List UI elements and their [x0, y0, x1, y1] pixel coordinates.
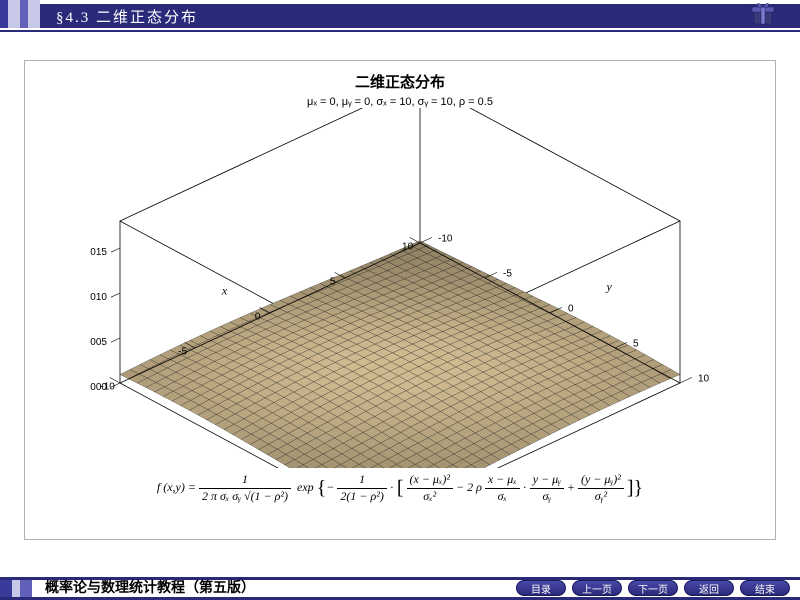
- svg-text:-5: -5: [503, 268, 512, 279]
- svg-text:0.010: 0.010: [90, 292, 107, 303]
- surface-plot: 0.0000.0050.0100.015z-10-50510x-10-50510…: [25, 108, 775, 468]
- svg-text:0: 0: [255, 311, 261, 322]
- svg-text:10: 10: [698, 373, 710, 384]
- end-button[interactable]: 结束: [740, 580, 790, 596]
- footer-bar: 概率论与数理统计教程（第五版） 目录 上一页 下一页 返回 结束: [0, 566, 800, 600]
- density-formula: f (x,y) = 12 π σₓ σᵧ √(1 − ρ²) exp {− 12…: [25, 468, 775, 508]
- toc-button[interactable]: 目录: [516, 580, 566, 596]
- header-decoration: [0, 0, 45, 28]
- svg-text:-10: -10: [100, 381, 115, 392]
- chart-subtitle: μₓ = 0, μᵧ = 0, σₓ = 10, σᵧ = 10, ρ = 0.…: [25, 96, 775, 108]
- svg-text:x: x: [221, 284, 228, 298]
- back-button[interactable]: 返回: [684, 580, 734, 596]
- footer-decoration: [0, 580, 32, 597]
- svg-text:-5: -5: [178, 346, 187, 357]
- svg-text:5: 5: [330, 276, 336, 287]
- svg-text:0: 0: [568, 303, 574, 314]
- svg-text:10: 10: [402, 241, 414, 252]
- header-bar: §4.3 二维正态分布: [0, 0, 800, 34]
- book-title: 概率论与数理统计教程（第五版）: [45, 577, 255, 597]
- svg-text:-10: -10: [438, 233, 453, 244]
- gift-icon: [746, 0, 780, 28]
- svg-text:y: y: [606, 280, 613, 294]
- prev-button[interactable]: 上一页: [572, 580, 622, 596]
- svg-text:5: 5: [633, 338, 639, 349]
- section-title: §4.3 二维正态分布: [56, 6, 198, 27]
- chart-title: 二维正态分布: [25, 71, 775, 92]
- next-button[interactable]: 下一页: [628, 580, 678, 596]
- nav-button-group: 目录 上一页 下一页 返回 结束: [516, 580, 790, 596]
- plot-container: 二维正态分布 μₓ = 0, μᵧ = 0, σₓ = 10, σᵧ = 10,…: [24, 60, 776, 540]
- svg-text:0.015: 0.015: [90, 247, 107, 258]
- svg-text:0.005: 0.005: [90, 337, 107, 348]
